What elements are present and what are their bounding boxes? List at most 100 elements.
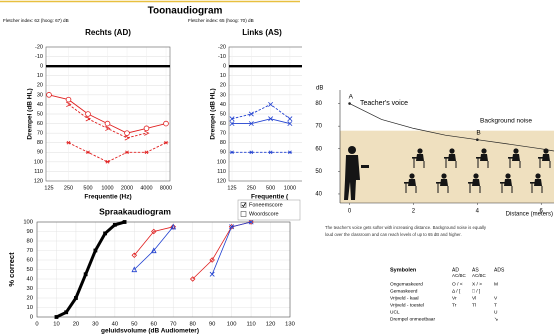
plot-frame bbox=[45, 46, 171, 182]
teacher-body bbox=[344, 155, 360, 200]
y-tick-label: 110 bbox=[217, 169, 226, 175]
marker bbox=[229, 224, 235, 230]
voice-curve bbox=[349, 103, 554, 152]
marker bbox=[229, 116, 235, 122]
noise-band bbox=[340, 130, 554, 203]
y-tick-label: 60 bbox=[315, 146, 322, 152]
marker bbox=[112, 222, 117, 227]
y-tick-label: 10 bbox=[220, 73, 226, 79]
x-tick-label: 130 bbox=[285, 322, 295, 328]
y-tick-label: 40 bbox=[37, 102, 43, 108]
student-head bbox=[535, 173, 541, 179]
series-line bbox=[133, 226, 174, 256]
marker bbox=[287, 116, 293, 122]
symbol-cell: Tl bbox=[472, 302, 476, 308]
plot-frame bbox=[228, 46, 302, 182]
x-tick-label: 50 bbox=[131, 322, 137, 328]
student-head bbox=[513, 148, 519, 154]
y-tick-label: 60 bbox=[220, 121, 226, 127]
x-tick-label: 4 bbox=[476, 209, 480, 215]
marker bbox=[65, 96, 72, 103]
row-label: Gemaskeerd bbox=[390, 288, 418, 294]
right-audiogram bbox=[228, 46, 302, 182]
marker bbox=[124, 135, 131, 141]
y-axis-label: Drempel (dB HL) bbox=[27, 88, 34, 139]
marker bbox=[85, 116, 92, 122]
y-tick-label: 40 bbox=[27, 277, 33, 283]
annotation-point bbox=[476, 138, 479, 142]
marker bbox=[124, 130, 130, 136]
y-tick-label: 20 bbox=[37, 83, 43, 89]
x-tick-label: 6 bbox=[540, 209, 544, 215]
student-chair bbox=[509, 158, 521, 168]
y-axis-label: % correct bbox=[7, 252, 16, 287]
marker bbox=[104, 120, 111, 127]
student-chair bbox=[501, 183, 513, 193]
symbol-cell: U bbox=[494, 309, 498, 315]
symbol-cell: Tr bbox=[452, 302, 457, 308]
column-header: ADS bbox=[494, 267, 505, 273]
x-tick-label: 10 bbox=[53, 322, 59, 328]
legend-checkbox[interactable] bbox=[240, 211, 247, 217]
marker bbox=[131, 252, 138, 259]
marker bbox=[163, 120, 169, 127]
student-chair bbox=[469, 183, 481, 193]
y-tick-label: 60 bbox=[27, 258, 33, 264]
row-label: UCL bbox=[390, 309, 400, 315]
student-chair bbox=[539, 158, 551, 168]
x-tick-label: 60 bbox=[151, 322, 157, 328]
student-desk bbox=[476, 157, 486, 159]
marker bbox=[163, 140, 169, 145]
marker bbox=[170, 223, 177, 230]
y-tick-label: 50 bbox=[220, 111, 226, 117]
marker bbox=[124, 150, 130, 155]
y-tick-label: 70 bbox=[315, 124, 322, 130]
legend-label: Foneemscore bbox=[249, 202, 283, 208]
x-tick-label: 500 bbox=[83, 185, 92, 191]
column-subheader: AC/BC bbox=[452, 273, 467, 278]
symbol-cell: O / < bbox=[452, 281, 463, 287]
y-tick-label: 80 bbox=[27, 239, 33, 245]
y-tick-label: -10 bbox=[218, 54, 226, 60]
marker bbox=[66, 101, 72, 107]
y-tick-label: 90 bbox=[27, 229, 33, 235]
marker bbox=[248, 111, 254, 117]
series-line bbox=[68, 104, 147, 139]
marker bbox=[131, 266, 138, 273]
y-tick-label: 20 bbox=[27, 296, 33, 302]
table-header: Symbolen bbox=[390, 267, 417, 273]
marker bbox=[229, 150, 235, 155]
y-tick-label: 70 bbox=[220, 131, 226, 137]
voice-label: Teacher's voice bbox=[360, 100, 408, 107]
lectern bbox=[361, 165, 369, 168]
y-tick-label: 70 bbox=[27, 248, 33, 254]
legend-label: Woordscore bbox=[249, 211, 279, 217]
student-desk bbox=[436, 182, 446, 184]
x-axis-label: Frequentie ( bbox=[251, 194, 289, 201]
symbol-cell: Vl bbox=[472, 295, 476, 301]
y-tick-label: 60 bbox=[37, 121, 43, 127]
chart-title: Spraakaudiogram bbox=[99, 206, 171, 216]
y-tick-label: 50 bbox=[27, 267, 33, 273]
student-desk bbox=[412, 157, 422, 159]
x-tick-label: 70 bbox=[170, 322, 176, 328]
x-tick-label: 80 bbox=[189, 322, 195, 328]
row-label: Vrijveld - toestel bbox=[390, 302, 424, 308]
marker bbox=[229, 121, 235, 127]
y-tick-label: 30 bbox=[220, 92, 226, 98]
y-tick-label: 20 bbox=[220, 83, 226, 89]
y-tick-label: 120 bbox=[34, 178, 43, 184]
marker bbox=[228, 223, 235, 230]
annotation-point bbox=[348, 102, 351, 105]
x-axis-label: geluidsvolume (dB Audiometer) bbox=[101, 328, 199, 335]
symbol-cell: M bbox=[494, 281, 498, 287]
legend-checkbox[interactable] bbox=[240, 202, 247, 208]
y-axis-label: dB bbox=[316, 86, 323, 92]
y-tick-label: 100 bbox=[23, 220, 33, 226]
marker bbox=[209, 271, 215, 277]
y-tick-label: 40 bbox=[315, 192, 322, 198]
y-tick-label: 90 bbox=[220, 150, 226, 156]
marker bbox=[93, 248, 98, 253]
marker bbox=[64, 310, 69, 315]
series-line bbox=[68, 142, 167, 163]
